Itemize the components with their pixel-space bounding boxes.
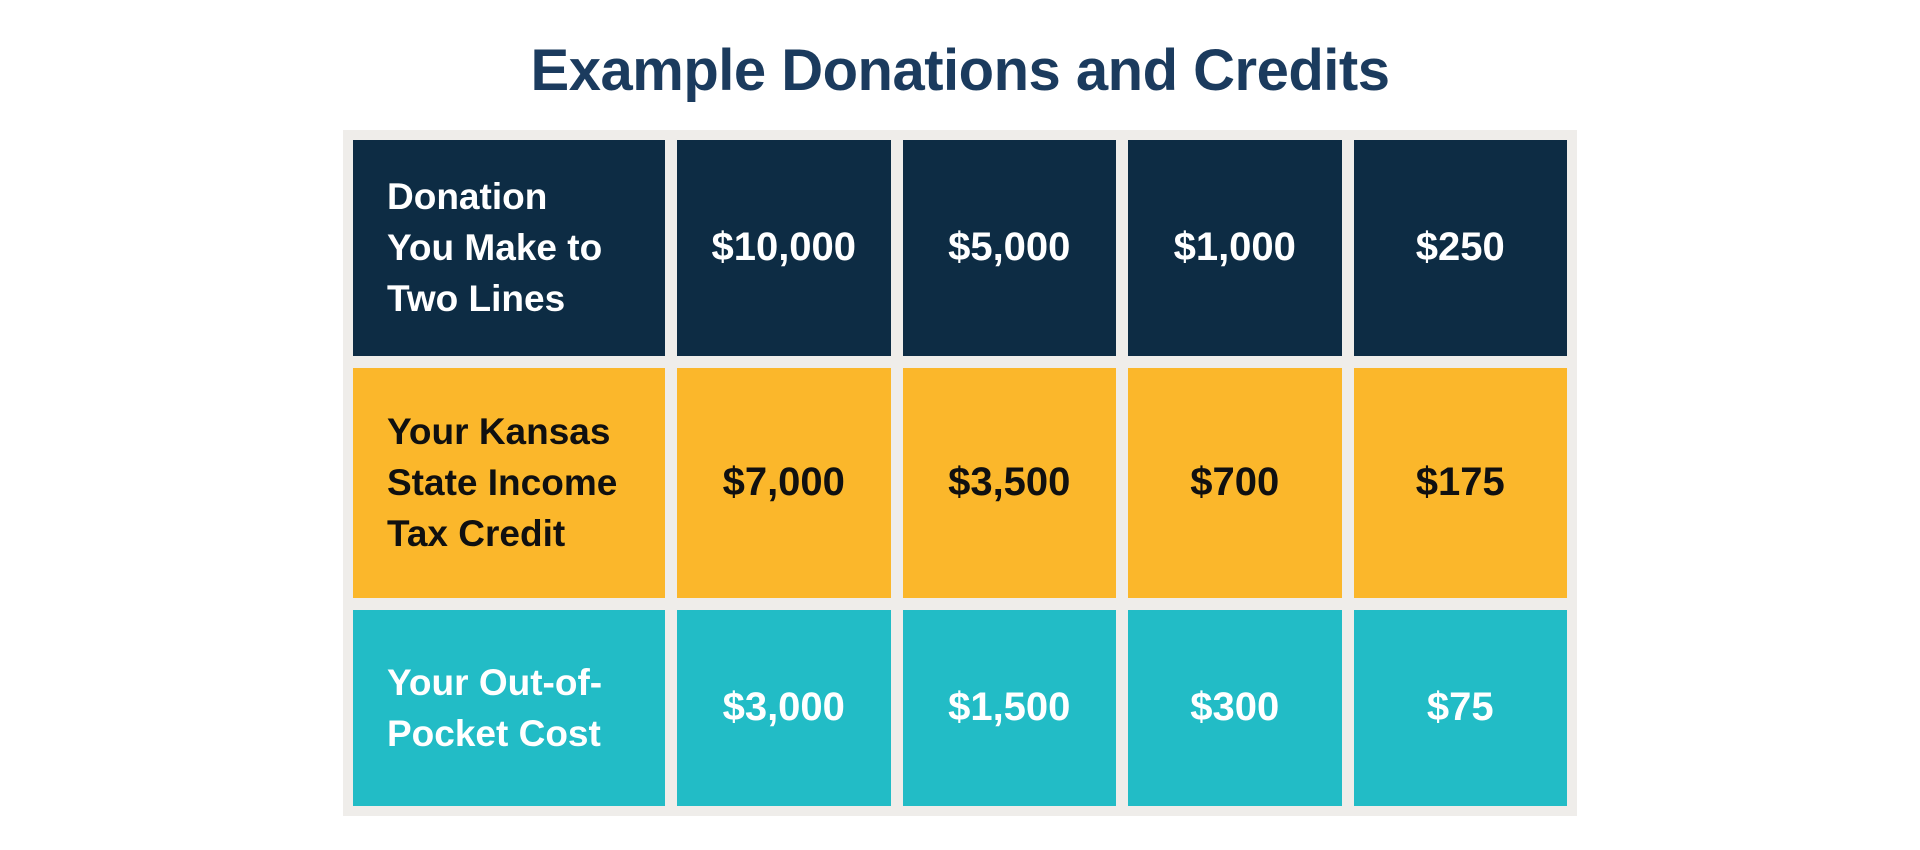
table-cell-out-of-pocket-4: $75 xyxy=(1353,609,1567,806)
table-cell-tax-credit-3: $700 xyxy=(1128,367,1342,598)
row-header-donation: Donation You Make to Two Lines xyxy=(353,139,665,356)
table-cell-tax-credit-4: $175 xyxy=(1353,367,1567,598)
table-grid: Donation You Make to Two Lines $10,000 $… xyxy=(353,139,1567,806)
table-cell-donation-3: $1,000 xyxy=(1128,139,1342,356)
row-header-out-of-pocket: Your Out-of- Pocket Cost xyxy=(353,609,665,806)
page: Example Donations and Credits Donation Y… xyxy=(0,36,1920,850)
page-title: Example Donations and Credits xyxy=(530,38,1390,103)
table-cell-out-of-pocket-2: $1,500 xyxy=(902,609,1116,806)
donations-credits-table: Donation You Make to Two Lines $10,000 $… xyxy=(343,129,1577,816)
table-cell-out-of-pocket-3: $300 xyxy=(1128,609,1342,806)
table-cell-out-of-pocket-1: $3,000 xyxy=(677,609,891,806)
table-cell-tax-credit-1: $7,000 xyxy=(677,367,891,598)
table-cell-tax-credit-2: $3,500 xyxy=(902,367,1116,598)
table-cell-donation-1: $10,000 xyxy=(677,139,891,356)
table-cell-donation-2: $5,000 xyxy=(902,139,1116,356)
table-cell-donation-4: $250 xyxy=(1353,139,1567,356)
row-header-tax-credit: Your Kansas State Income Tax Credit xyxy=(353,367,665,598)
